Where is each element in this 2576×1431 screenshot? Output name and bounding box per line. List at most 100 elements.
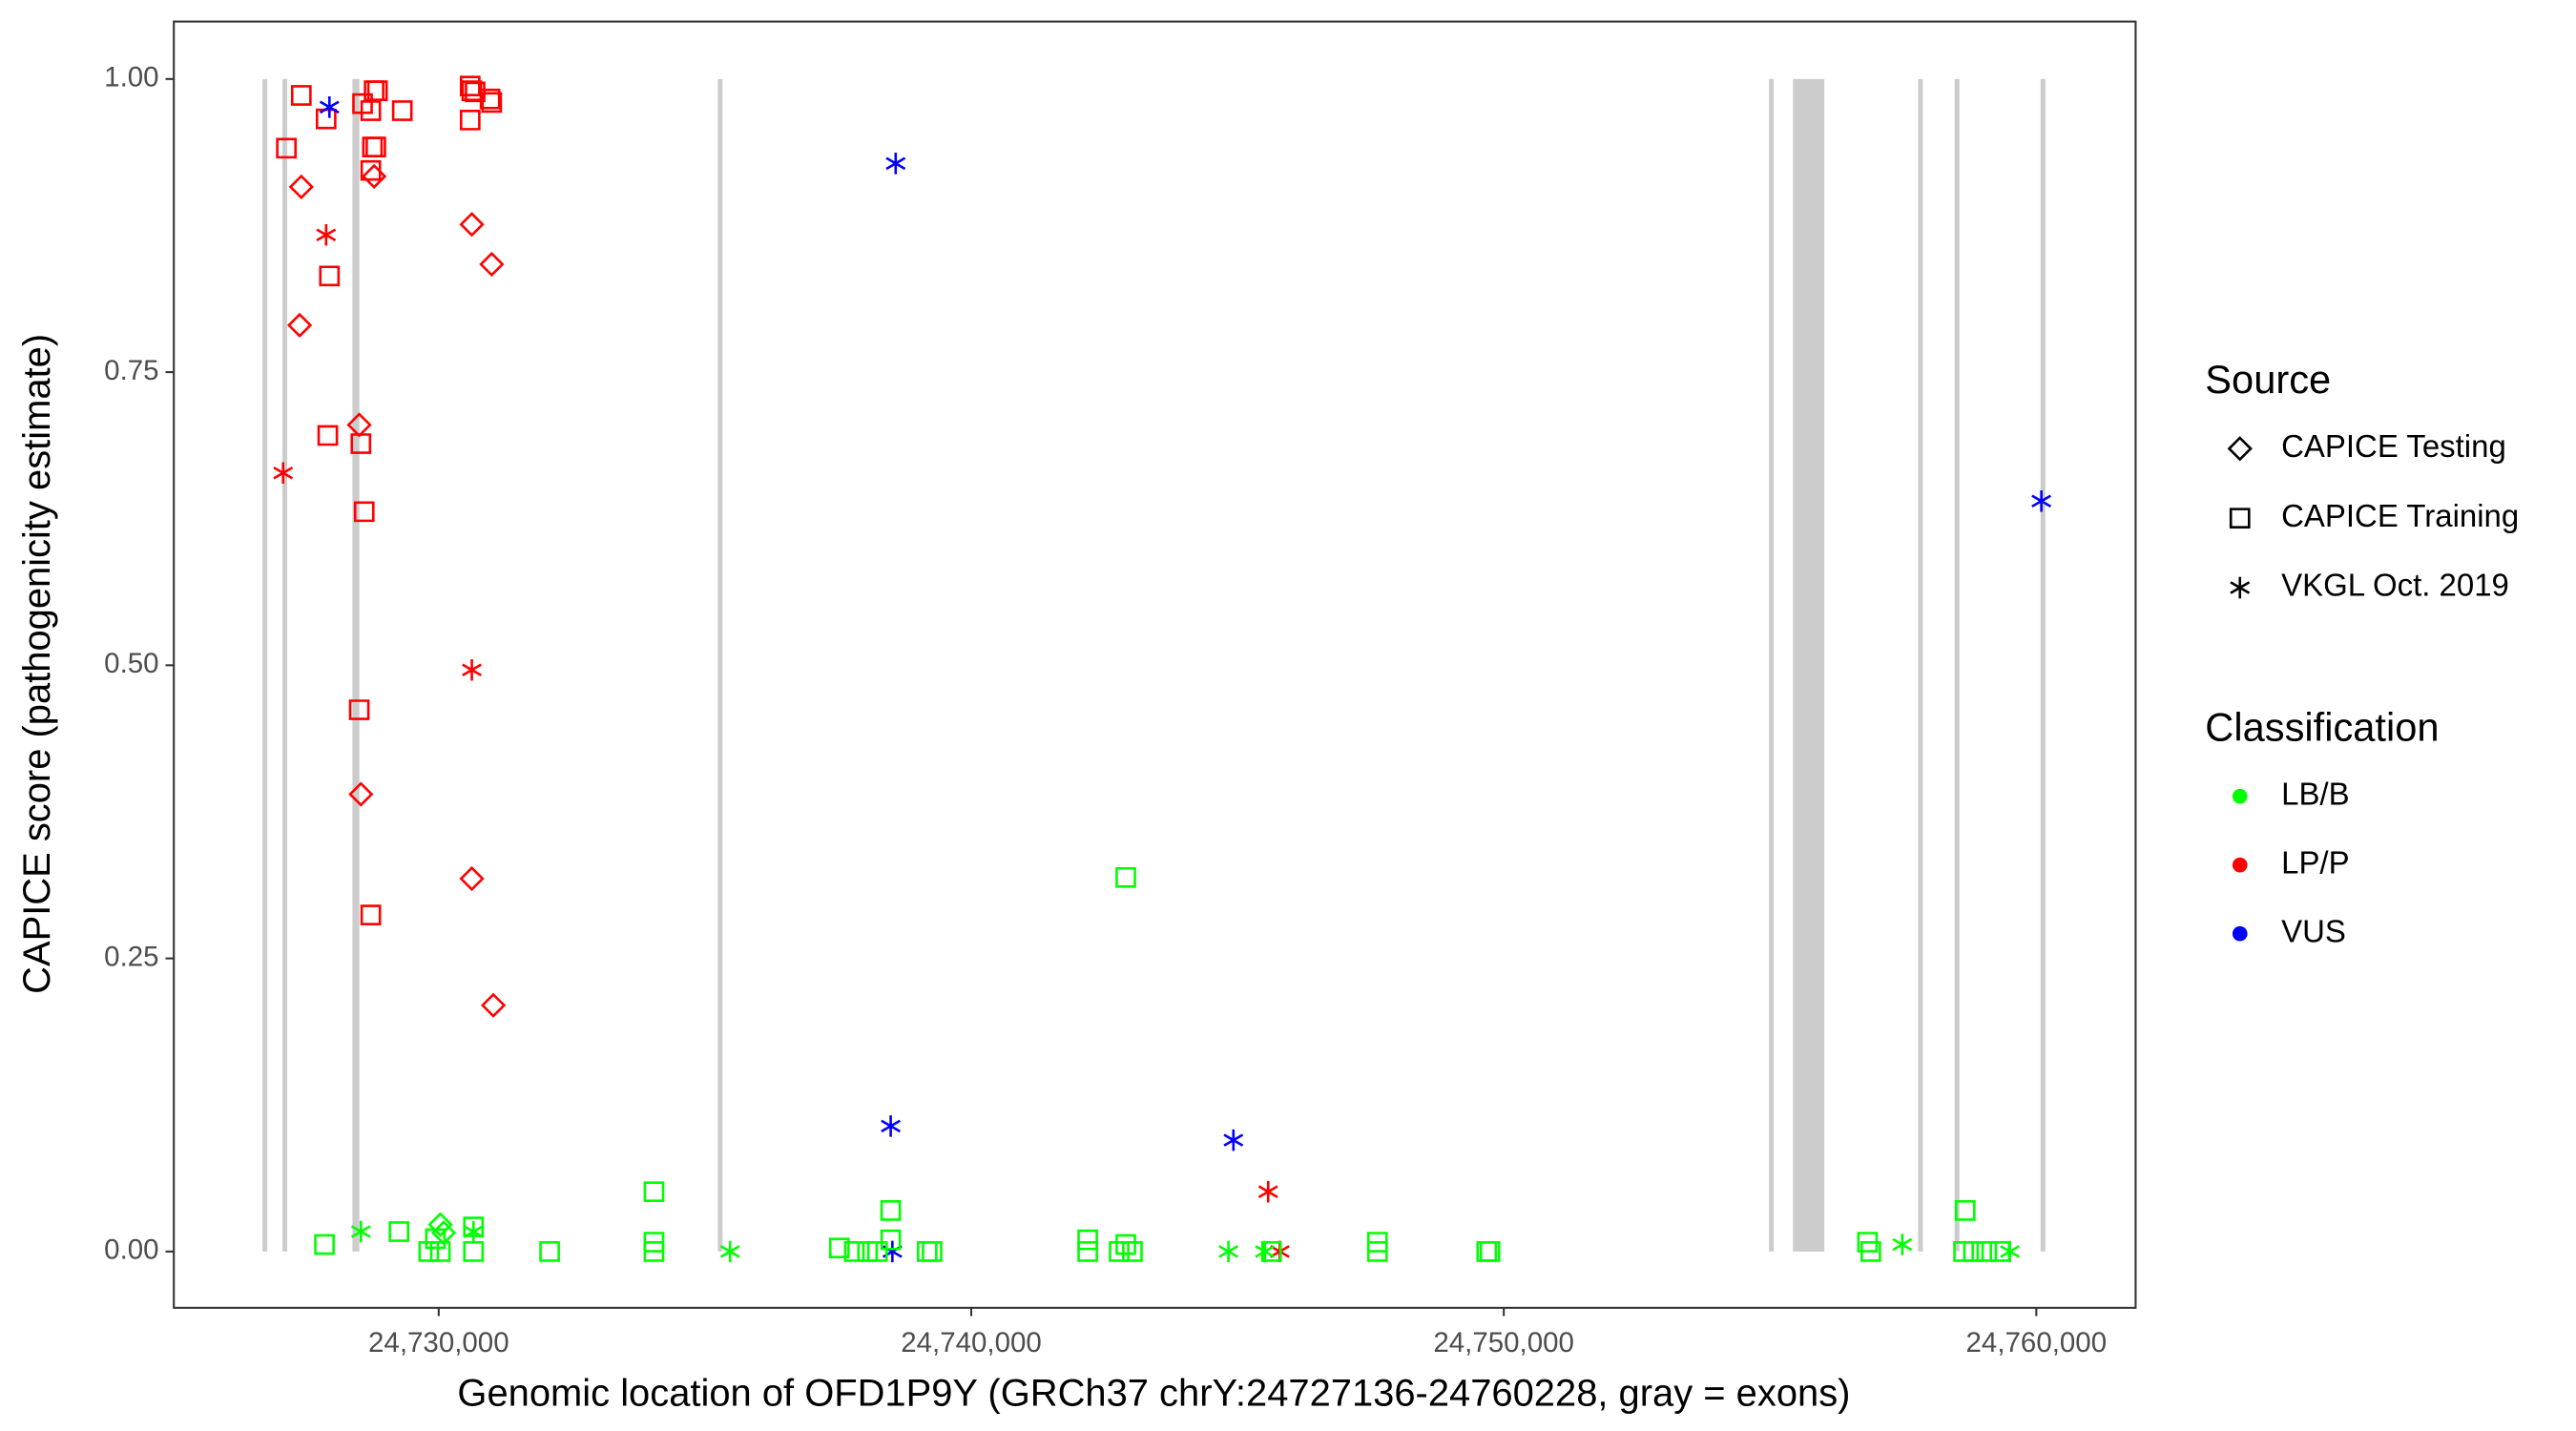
point: [273, 462, 294, 485]
point: [1115, 866, 1136, 888]
exon: [352, 78, 360, 1252]
y-axis-title: CAPICE score (pathogenicity estimate): [16, 334, 58, 994]
point: [425, 1228, 447, 1250]
point: [1479, 1241, 1501, 1262]
y-tick-label: 0.50: [104, 648, 158, 679]
point: [1257, 1180, 1278, 1203]
point: [459, 865, 485, 892]
point: [462, 658, 482, 681]
point: [481, 92, 503, 114]
point: [643, 1181, 665, 1203]
point: [880, 1200, 902, 1221]
x-tick-label: 24,760,000: [1966, 1327, 2108, 1358]
point: [1255, 1240, 1276, 1263]
point: [1857, 1232, 1879, 1253]
point: [316, 224, 337, 246]
legend-label: LP/P: [2281, 844, 2349, 880]
point: [1077, 1241, 1098, 1262]
point: [2031, 489, 2052, 512]
point: [319, 265, 341, 287]
point: [479, 251, 505, 278]
legend-label: VKGL Oct. 2019: [2281, 568, 2509, 603]
point: [1218, 1240, 1239, 1263]
point: [539, 1241, 560, 1262]
point: [276, 137, 298, 159]
point: [1366, 1241, 1388, 1262]
point: [1860, 1241, 1881, 1262]
exon: [262, 78, 268, 1252]
point: [922, 1241, 943, 1262]
point: [479, 88, 501, 110]
point: [391, 100, 413, 121]
point: [1260, 1241, 1282, 1262]
point: [465, 81, 486, 103]
point: [366, 80, 388, 101]
point: [317, 425, 339, 446]
point: [2000, 1240, 2021, 1263]
legend-symbol: [2227, 436, 2253, 462]
point: [350, 433, 372, 454]
point: [360, 100, 382, 121]
point: [360, 904, 382, 925]
point: [365, 136, 386, 157]
point: [362, 163, 387, 189]
x-axis-title: Genomic location of OFD1P9Y (GRCh37 chrY…: [457, 1372, 1850, 1414]
legend-symbol: [2232, 788, 2248, 804]
legend-symbol: [2230, 576, 2251, 599]
point: [288, 174, 314, 200]
x-tick-label: 24,740,000: [901, 1327, 1042, 1358]
exon: [1769, 78, 1775, 1252]
point: [430, 1220, 457, 1246]
x-tick-label: 24,750,000: [1433, 1327, 1574, 1358]
plot-area: [262, 75, 2052, 1263]
point: [348, 699, 370, 720]
point: [350, 1220, 371, 1243]
exon: [1954, 78, 1960, 1252]
point: [643, 1241, 665, 1262]
y-tick-label: 1.00: [104, 62, 158, 93]
point: [388, 1221, 410, 1242]
exon: [717, 78, 723, 1252]
exon: [1918, 78, 1923, 1252]
x-tick-label: 24,730,000: [368, 1327, 509, 1358]
point: [880, 1229, 902, 1251]
exon: [2040, 78, 2046, 1252]
legend-label: LB/B: [2281, 776, 2349, 811]
y-tick-label: 0.75: [104, 355, 158, 386]
point: [463, 1241, 485, 1262]
legend-symbol: [2232, 857, 2248, 873]
point: [881, 1115, 902, 1137]
exon: [1793, 78, 1825, 1252]
y-tick-label: 0.00: [104, 1234, 158, 1266]
legend-title: Source: [2205, 357, 2331, 402]
point: [1122, 1241, 1143, 1262]
point: [286, 312, 313, 339]
point: [427, 1212, 453, 1237]
point: [459, 109, 481, 131]
point: [1223, 1129, 1244, 1151]
point: [290, 85, 312, 106]
legend-symbol: [2229, 508, 2251, 529]
point: [828, 1237, 850, 1259]
point: [319, 96, 340, 118]
point: [314, 1234, 335, 1255]
point: [463, 1220, 484, 1243]
point: [719, 1240, 740, 1263]
exon: [282, 78, 288, 1252]
legend-label: CAPICE Training: [2281, 498, 2519, 533]
point: [480, 992, 507, 1018]
point: [459, 212, 485, 238]
y-tick-label: 0.25: [104, 941, 158, 972]
point: [459, 75, 481, 97]
legend-symbol: [2232, 925, 2248, 942]
point: [348, 781, 374, 807]
point: [353, 501, 375, 523]
legend-label: VUS: [2281, 913, 2346, 948]
point: [1115, 1234, 1136, 1255]
point: [1954, 1200, 1976, 1221]
point: [1892, 1234, 1913, 1255]
legend-label: CAPICE Testing: [2281, 428, 2506, 464]
